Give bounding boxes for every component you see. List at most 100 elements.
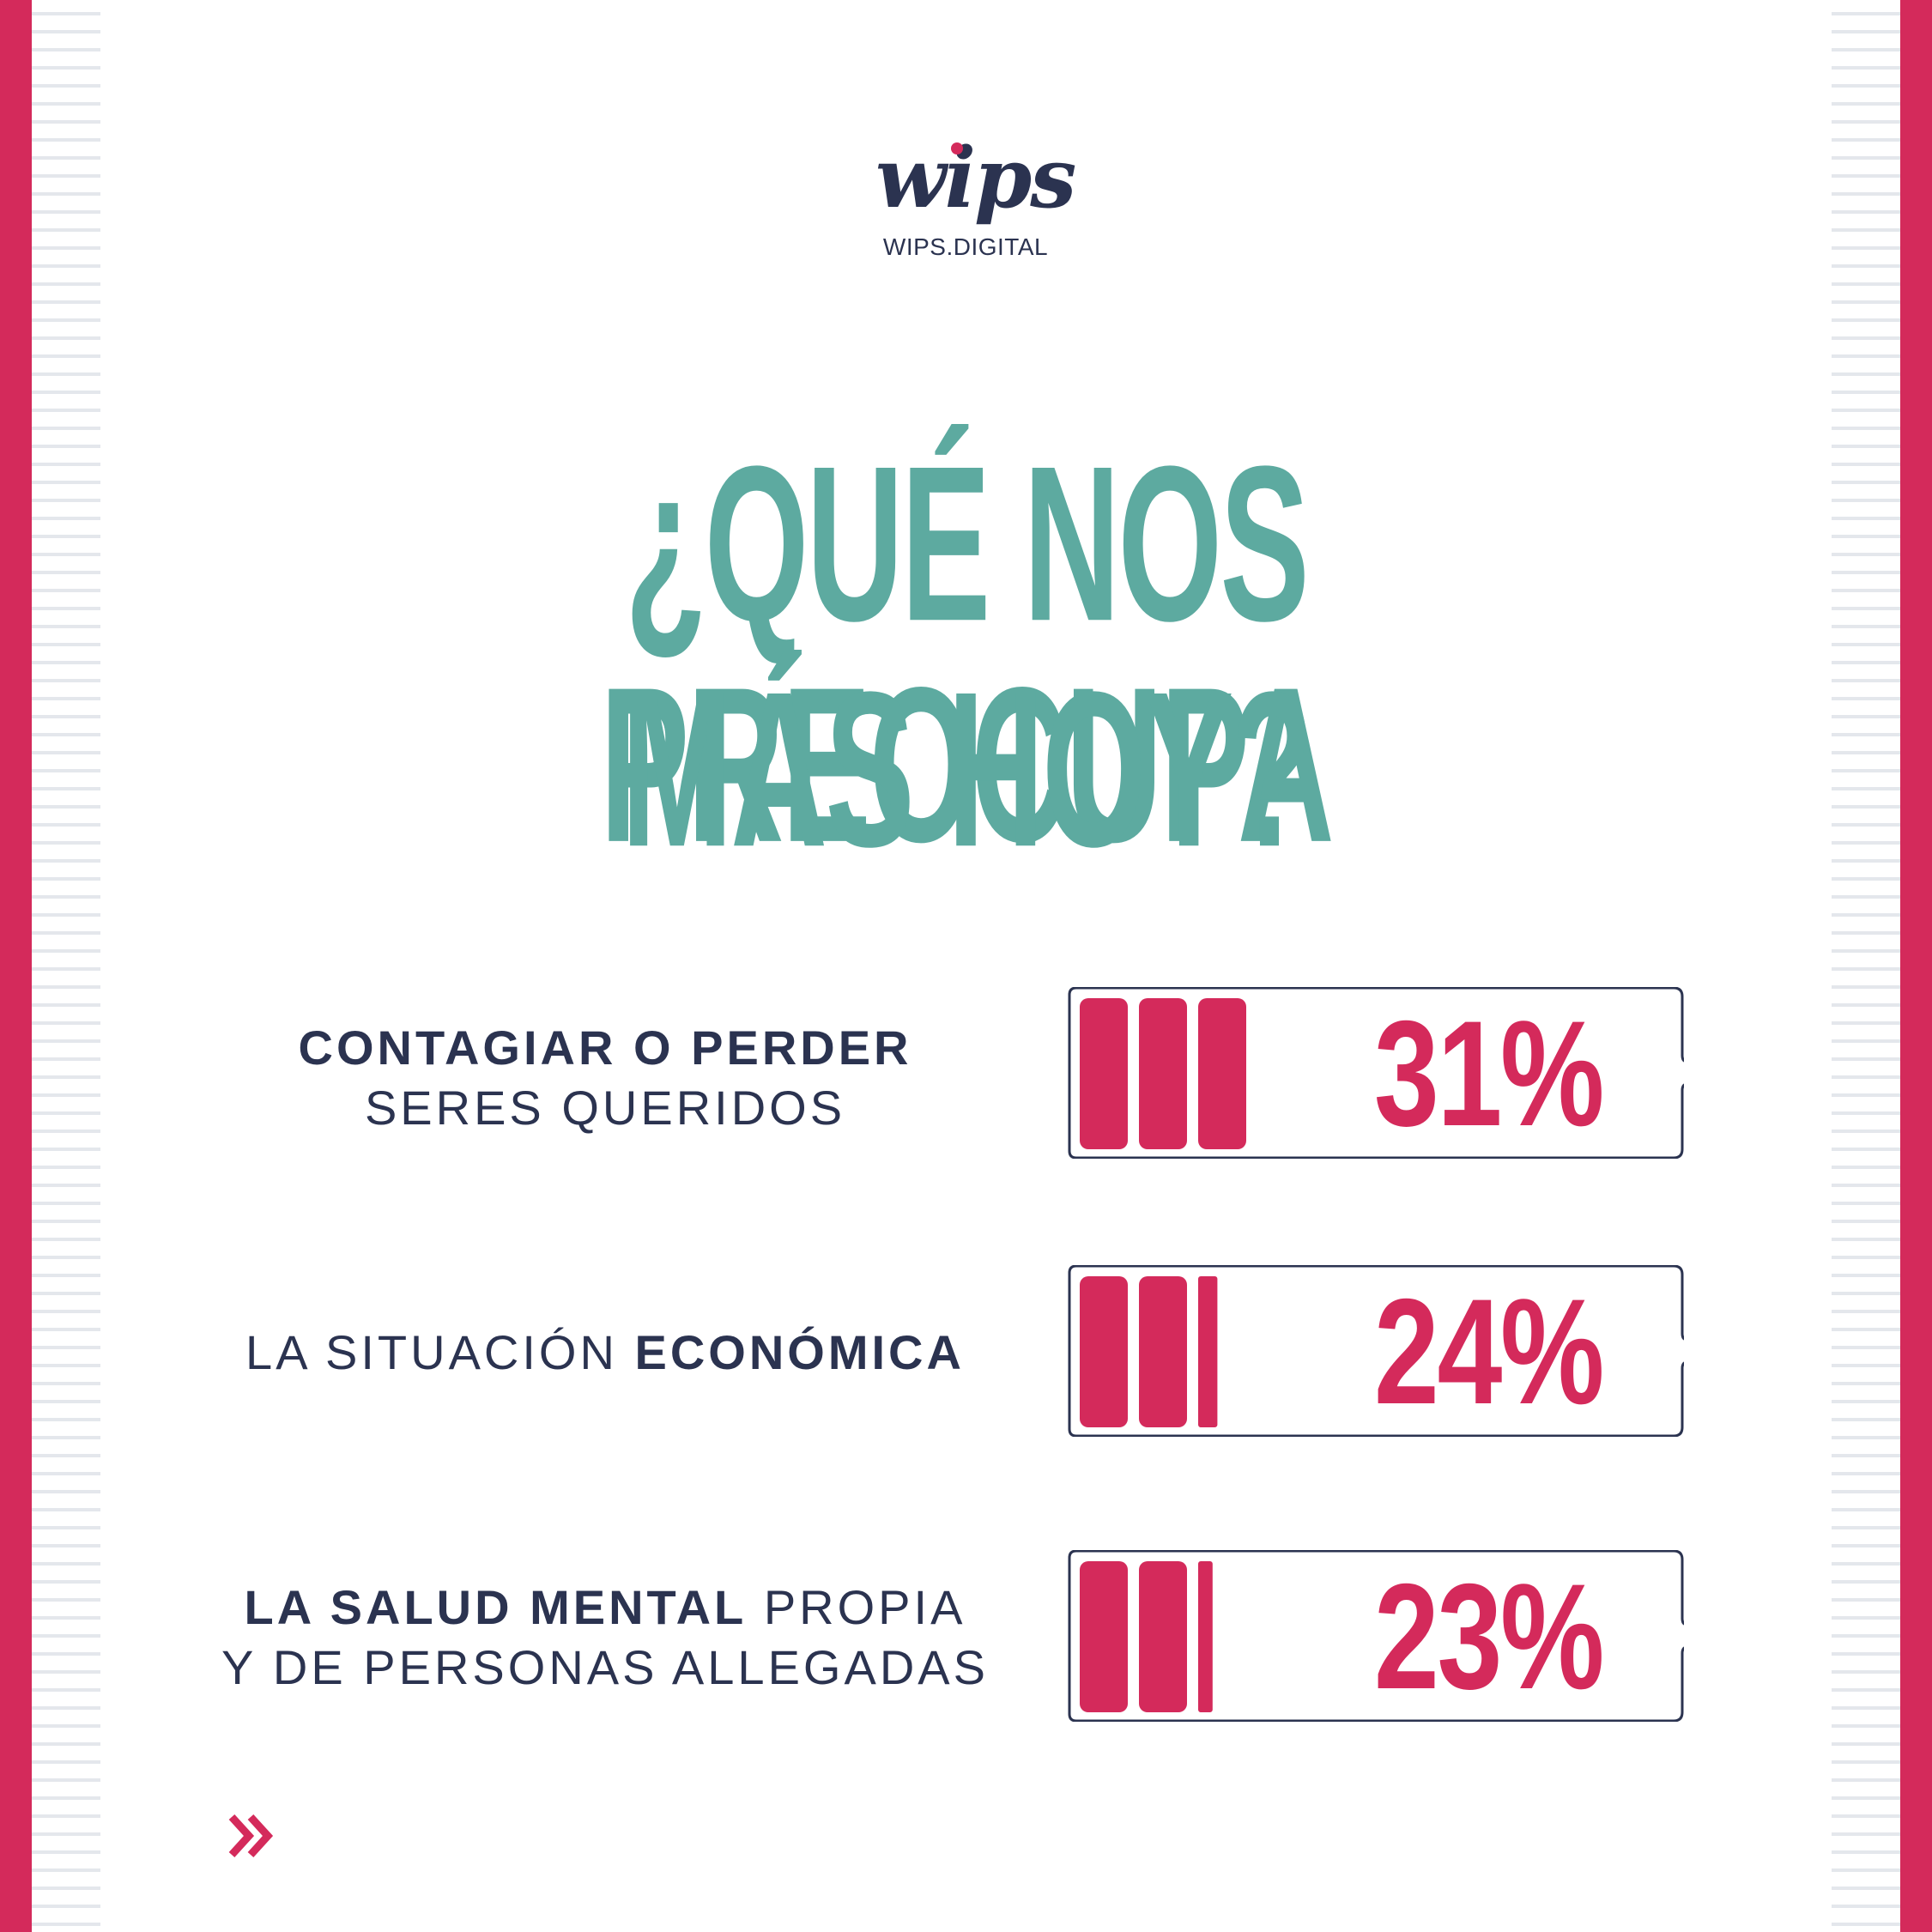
dash-mark bbox=[1832, 1057, 1900, 1061]
dash-mark bbox=[1832, 30, 1900, 33]
dash-mark bbox=[32, 1923, 100, 1926]
dash-mark bbox=[1832, 1039, 1900, 1043]
dash-mark bbox=[1832, 553, 1900, 556]
dash-mark bbox=[1832, 823, 1900, 827]
dash-mark bbox=[1832, 877, 1900, 881]
item-2-percent: 24% bbox=[1373, 1269, 1605, 1436]
dash-mark bbox=[32, 156, 100, 160]
dash-mark bbox=[32, 409, 100, 412]
dash-mark bbox=[32, 445, 100, 448]
dash-mark bbox=[32, 427, 100, 430]
dash-mark bbox=[1832, 138, 1900, 142]
dash-mark bbox=[1832, 1436, 1900, 1439]
dash-mark bbox=[32, 1111, 100, 1115]
dash-mark bbox=[32, 715, 100, 718]
dash-mark bbox=[32, 1905, 100, 1908]
dash-mark bbox=[1832, 1220, 1900, 1223]
dash-mark bbox=[1832, 318, 1900, 322]
dash-mark bbox=[32, 805, 100, 809]
dash-mark bbox=[1832, 1796, 1900, 1800]
dash-mark bbox=[32, 949, 100, 953]
dash-mark bbox=[32, 571, 100, 574]
dash-mark bbox=[1832, 733, 1900, 736]
dash-mark bbox=[32, 841, 100, 845]
dash-mark bbox=[32, 1148, 100, 1151]
dash-mark bbox=[1832, 1850, 1900, 1854]
dash-mark bbox=[32, 1868, 100, 1872]
dash-mark bbox=[32, 1832, 100, 1836]
dash-mark bbox=[32, 246, 100, 250]
dash-mark bbox=[1832, 391, 1900, 394]
dash-mark bbox=[1832, 679, 1900, 682]
dash-mark bbox=[32, 1634, 100, 1638]
dash-mark bbox=[1832, 589, 1900, 592]
item-3-label-bold: LA SALUD MENTAL bbox=[244, 1580, 748, 1634]
dash-mark bbox=[1832, 1526, 1900, 1529]
dash-mark bbox=[32, 372, 100, 376]
dash-mark bbox=[32, 391, 100, 394]
dash-mark bbox=[32, 1166, 100, 1169]
dash-mark bbox=[1832, 1760, 1900, 1764]
dash-mark bbox=[1832, 463, 1900, 466]
dash-mark bbox=[1832, 228, 1900, 232]
dash-mark bbox=[1832, 1905, 1900, 1908]
dash-mark bbox=[1832, 1472, 1900, 1475]
dash-mark bbox=[32, 1057, 100, 1061]
dash-mark bbox=[1832, 913, 1900, 917]
dash-mark bbox=[32, 354, 100, 358]
dash-mark bbox=[32, 174, 100, 178]
dash-mark bbox=[1832, 84, 1900, 88]
dash-mark bbox=[1832, 66, 1900, 70]
dash-mark bbox=[32, 1580, 100, 1584]
dash-mark bbox=[1832, 1238, 1900, 1241]
dash-mark bbox=[32, 1454, 100, 1457]
dash-mark bbox=[1832, 156, 1900, 160]
double-chevron-right-icon[interactable] bbox=[225, 1805, 287, 1867]
dash-mark bbox=[1832, 282, 1900, 286]
dash-mark bbox=[1832, 1598, 1900, 1602]
dash-mark bbox=[32, 481, 100, 484]
left-dash-pattern bbox=[32, 0, 105, 1932]
dash-mark bbox=[1832, 1634, 1900, 1638]
dash-mark bbox=[32, 697, 100, 700]
dash-mark bbox=[32, 1688, 100, 1692]
item-1-battery: 31% bbox=[1068, 987, 1684, 1159]
item-1-label-normal: SERES QUERIDOS bbox=[364, 1081, 846, 1135]
dash-mark bbox=[32, 463, 100, 466]
dash-mark bbox=[32, 210, 100, 214]
dash-mark bbox=[32, 1814, 100, 1818]
dash-mark bbox=[32, 300, 100, 304]
dash-mark bbox=[32, 1724, 100, 1728]
dash-mark bbox=[1832, 571, 1900, 574]
dash-mark bbox=[1832, 1274, 1900, 1277]
dash-mark bbox=[32, 1130, 100, 1133]
dash-mark bbox=[32, 66, 100, 70]
dash-mark bbox=[32, 1760, 100, 1764]
right-dash-pattern bbox=[1828, 0, 1900, 1932]
dash-mark bbox=[1832, 499, 1900, 502]
dash-mark bbox=[1832, 697, 1900, 700]
dash-mark bbox=[32, 1075, 100, 1079]
dash-mark bbox=[32, 192, 100, 196]
dash-mark bbox=[1832, 661, 1900, 664]
dash-mark bbox=[32, 1184, 100, 1187]
dash-mark bbox=[1832, 409, 1900, 412]
dash-mark bbox=[1832, 1346, 1900, 1349]
dash-mark bbox=[1832, 1382, 1900, 1385]
dash-mark bbox=[1832, 1778, 1900, 1782]
dash-mark bbox=[32, 1778, 100, 1782]
dash-mark bbox=[1832, 1706, 1900, 1710]
battery-cell bbox=[1198, 1276, 1218, 1427]
dash-mark bbox=[32, 751, 100, 754]
dash-mark bbox=[1832, 1130, 1900, 1133]
dash-mark bbox=[1832, 264, 1900, 268]
dash-mark bbox=[32, 336, 100, 340]
item-3-label-normal: PROPIA bbox=[763, 1580, 966, 1634]
dash-mark bbox=[32, 553, 100, 556]
dash-mark bbox=[32, 1508, 100, 1511]
dash-mark bbox=[32, 1652, 100, 1656]
dash-mark bbox=[1832, 1580, 1900, 1584]
dash-mark bbox=[32, 859, 100, 863]
dash-mark bbox=[32, 1742, 100, 1746]
dash-mark bbox=[1832, 1454, 1900, 1457]
